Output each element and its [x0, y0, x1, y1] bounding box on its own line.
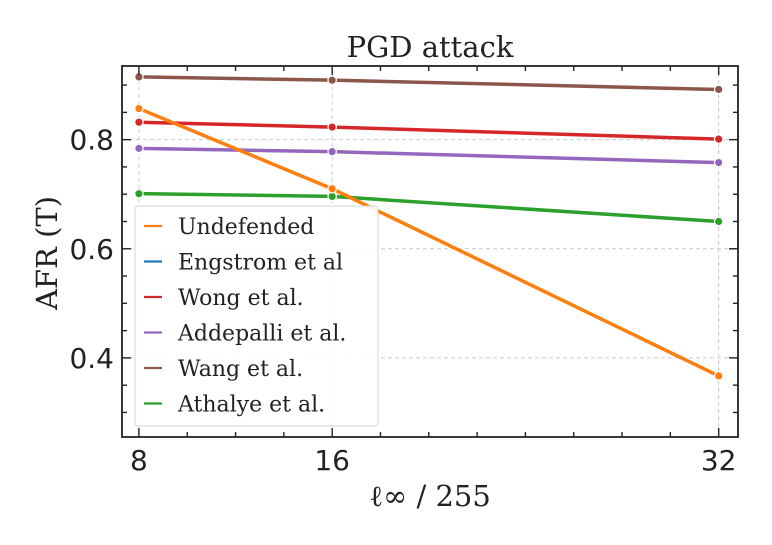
y-tick-label: 0.6	[69, 233, 114, 266]
plot-frame	[121, 65, 739, 438]
legend: Undefended Engstrom et al Wong et al. Addep…	[134, 205, 379, 427]
series-line-wong-et-al	[137, 120, 721, 141]
legend-entry: Wong et al.	[178, 286, 304, 311]
data-point-wang-et-al	[713, 84, 724, 95]
series-line-addepalli-et-al	[137, 146, 721, 165]
data-point-wong-et-al	[327, 122, 337, 132]
legend-box	[134, 205, 379, 427]
legend-entry: Athalye et al.	[177, 393, 325, 418]
x-tick-label: 32	[701, 444, 737, 477]
data-point-addepalli-et-al	[327, 146, 337, 157]
x-tick-label: 16	[314, 444, 350, 477]
y-axis-label: AFR (T)	[30, 196, 64, 311]
data-point-wong-et-al	[134, 117, 144, 127]
legend-entry: Undefended	[178, 215, 314, 240]
data-point-addepalli-et-al	[713, 157, 724, 168]
data-point-wong-et-al	[713, 134, 724, 144]
ticks: 8 16 32 0.4 0.6 0.8	[69, 66, 738, 477]
data-point-undefended	[713, 371, 724, 381]
y-tick-label: 0.4	[69, 342, 114, 375]
x-tick-label: 8	[130, 444, 148, 477]
data-point-undefended	[134, 103, 144, 114]
data-point-athalye-et-al	[713, 216, 724, 227]
data-point-athalye-et-al	[134, 188, 144, 199]
data-point-wang-et-al	[327, 75, 337, 85]
legend-entry: Addepalli et al.	[177, 322, 346, 347]
chart-title: PGD attack	[347, 30, 514, 64]
x-axis-label: ℓ∞ / 255	[369, 479, 491, 513]
legend-entry: Engstrom et al	[178, 251, 343, 276]
legend-entry: Wang et al.	[178, 357, 303, 382]
y-tick-label: 0.8	[69, 124, 114, 157]
series-layer	[134, 72, 724, 381]
data-point-undefended	[327, 183, 337, 194]
series-line-wang-et-al	[137, 75, 721, 92]
data-point-addepalli-et-al	[134, 143, 144, 154]
